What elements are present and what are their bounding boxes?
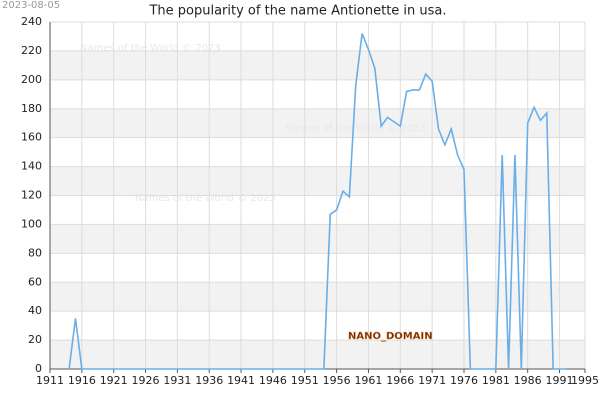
domain-label: NANO_DOMAIN — [348, 331, 433, 342]
y-tick-label: 100 — [21, 217, 42, 230]
x-tick-label: 1976 — [450, 374, 478, 387]
y-tick-label: 200 — [21, 73, 42, 86]
x-tick-label: 1991 — [546, 374, 574, 387]
x-tick-label: 1966 — [386, 374, 414, 387]
y-tick-label: 160 — [21, 131, 42, 144]
y-tick-label: 60 — [28, 275, 42, 288]
plot-background — [50, 50, 585, 369]
x-tick-label: 1986 — [514, 374, 542, 387]
x-tick-label: 1921 — [100, 374, 128, 387]
grid-band — [50, 282, 585, 312]
y-tick-label: 120 — [21, 189, 42, 202]
chart-title: The popularity of the name Antionette in… — [148, 4, 446, 19]
x-tick-label: 1911 — [36, 374, 64, 387]
watermark: Names of the World © 2023 — [135, 193, 276, 204]
x-tick-label: 1981 — [482, 374, 510, 387]
x-tick-label: 1956 — [323, 374, 351, 387]
date-stamp: 2023-08-05 — [2, 0, 60, 11]
grid-band — [50, 340, 585, 369]
watermark: Names of the World © 2023 — [285, 123, 426, 134]
x-tick-label: 1916 — [68, 374, 96, 387]
x-tick-label: 1946 — [259, 374, 287, 387]
y-tick-label: 40 — [28, 304, 42, 317]
y-tick-label: 20 — [28, 333, 42, 346]
watermark: Names of the World © 2023 — [80, 43, 221, 54]
x-tick-label: 1995 — [571, 374, 599, 387]
grid-band — [50, 166, 585, 196]
x-tick-label: 1971 — [418, 374, 446, 387]
x-tick-label: 1926 — [132, 374, 160, 387]
y-tick-label: 240 — [21, 15, 42, 28]
x-tick-label: 1931 — [163, 374, 191, 387]
y-tick-label: 220 — [21, 44, 42, 57]
x-tick-label: 1961 — [354, 374, 382, 387]
grid-band — [50, 50, 585, 80]
x-tick-label: 1941 — [227, 374, 255, 387]
y-tick-label: 80 — [28, 246, 42, 259]
y-tick-label: 180 — [21, 102, 42, 115]
y-tick-label: 0 — [35, 362, 42, 375]
y-tick-label: 140 — [21, 160, 42, 173]
data-line — [68, 33, 566, 370]
x-tick-label: 1936 — [195, 374, 223, 387]
x-tick-label: 1951 — [291, 374, 319, 387]
